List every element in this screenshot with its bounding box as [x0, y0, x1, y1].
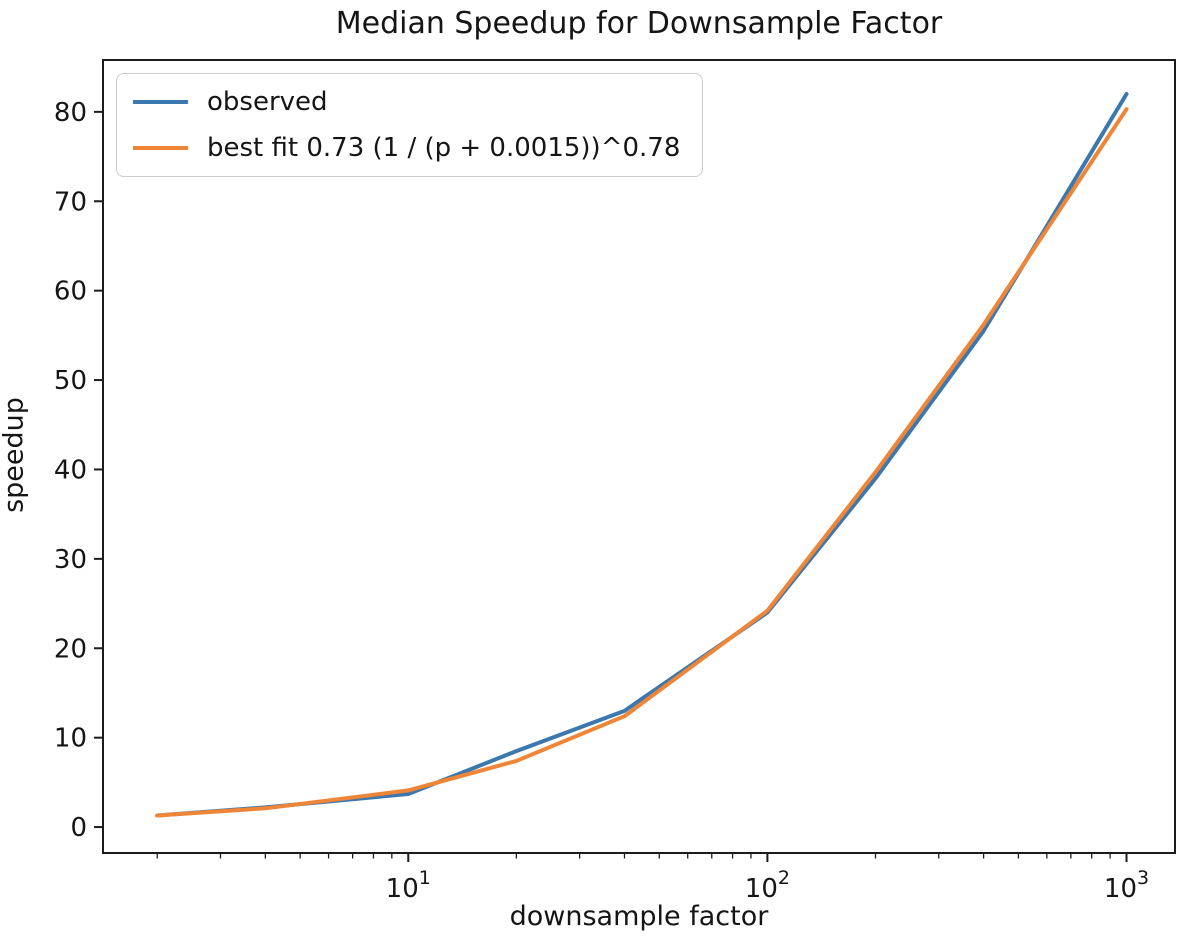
legend: observed best fit 0.73 (1 / (p + 0.0015)… [116, 73, 704, 177]
y-tick-label: 70 [54, 187, 87, 217]
y-tick-label: 20 [54, 634, 87, 664]
x-tick-label: 103 [1104, 867, 1149, 904]
chart-title: Median Speedup for Downsample Factor [335, 6, 943, 41]
y-ticks: 0 10 20 30 40 50 60 70 80 [54, 98, 103, 843]
legend-label-best-fit: best fit 0.73 (1 / (p + 0.0015))^0.78 [207, 132, 681, 163]
y-tick-label: 40 [54, 455, 87, 485]
plot-spines [102, 59, 1176, 854]
x-tick-label: 102 [745, 867, 790, 904]
series-line-best-fit [155, 107, 1129, 818]
legend-item-observed: observed [133, 86, 680, 119]
x-major-ticks: 101 102 103 [386, 853, 1149, 904]
series-line-observed [155, 91, 1129, 818]
y-tick-label: 0 [70, 813, 87, 843]
x-axis-label: downsample factor [509, 901, 769, 932]
legend-label-observed: observed [207, 87, 328, 117]
y-tick-label: 80 [54, 98, 87, 128]
y-tick-label: 30 [54, 545, 87, 575]
x-minor-ticks [156, 853, 1111, 859]
y-tick-label: 60 [54, 277, 87, 307]
legend-line-swatch-best-fit [133, 145, 188, 150]
y-tick-label: 50 [54, 366, 87, 396]
legend-item-best-fit: best fit 0.73 (1 / (p + 0.0015))^0.78 [133, 132, 680, 165]
y-tick-label: 10 [54, 724, 87, 754]
y-axis-label: speedup [0, 397, 30, 513]
legend-line-swatch-observed [133, 100, 188, 105]
x-tick-label: 101 [386, 867, 431, 904]
